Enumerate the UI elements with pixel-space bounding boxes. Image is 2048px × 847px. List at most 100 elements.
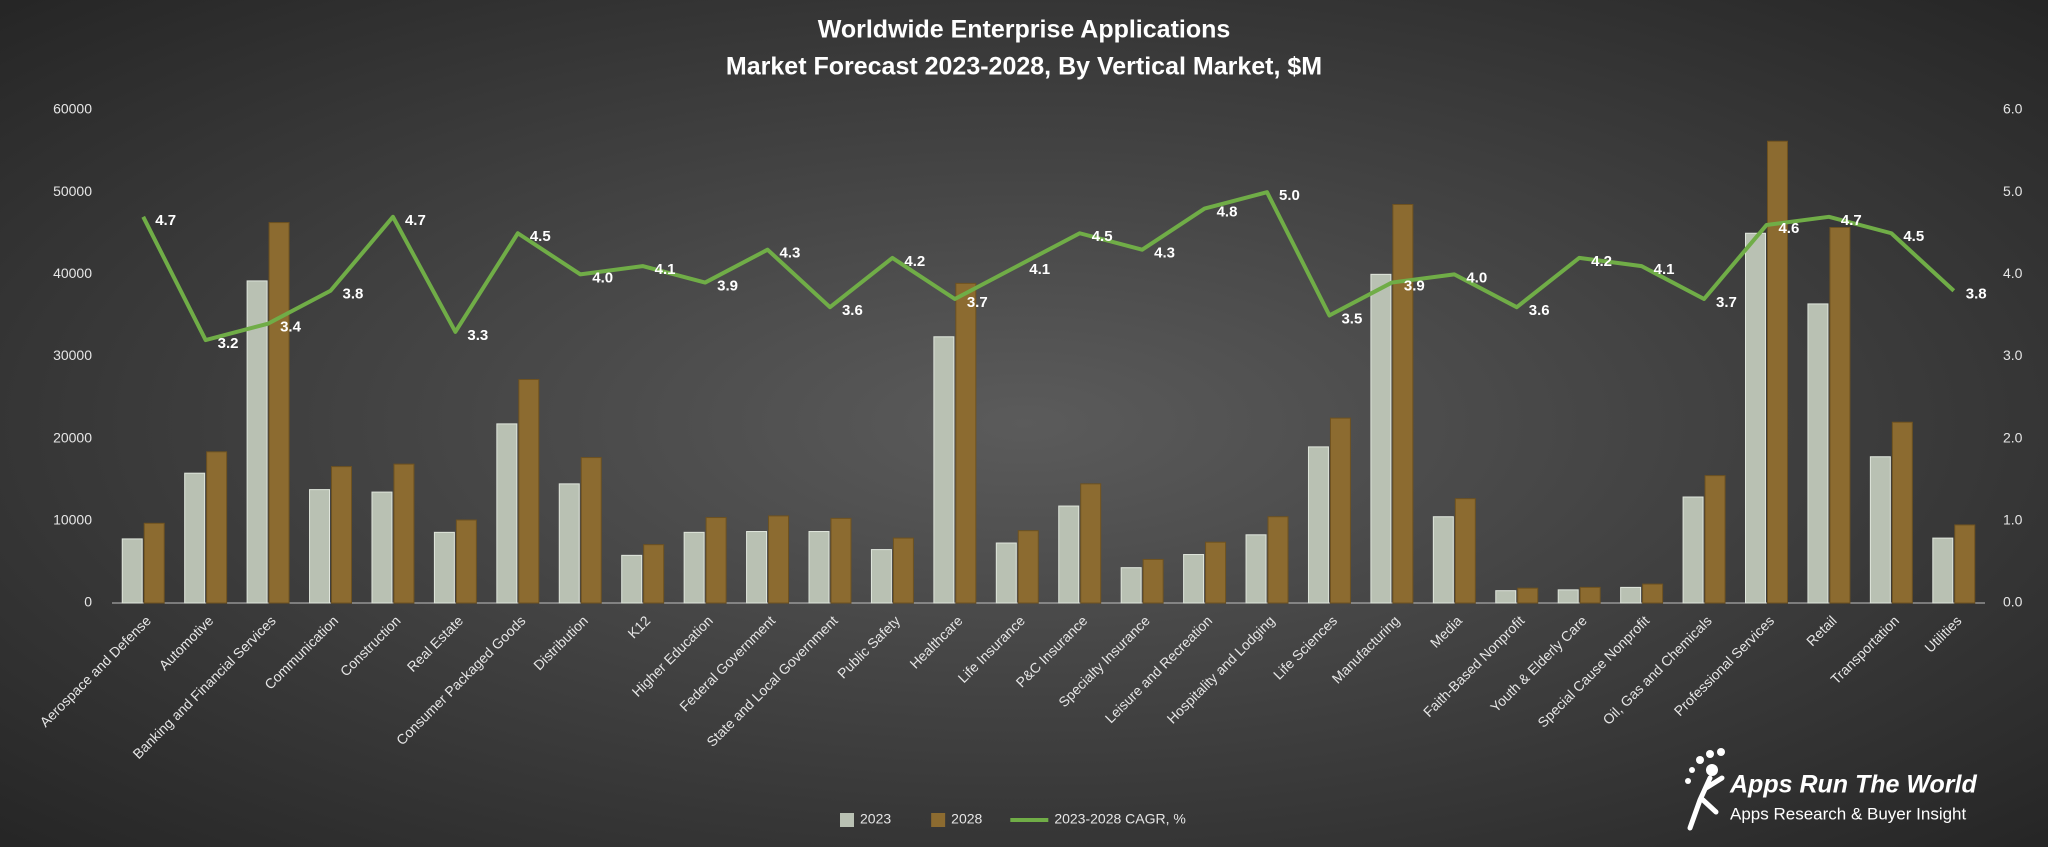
y2-tick-label: 0.0 <box>2003 594 2023 610</box>
y-tick-label: 30000 <box>53 347 92 363</box>
bar <box>1517 587 1539 604</box>
bar <box>433 531 455 604</box>
data-label: 3.7 <box>967 294 988 311</box>
data-label: 3.6 <box>1529 302 1550 319</box>
bar <box>206 451 228 604</box>
data-label: 4.2 <box>1591 253 1612 270</box>
bar <box>933 336 955 604</box>
bar <box>455 519 477 604</box>
data-label: 4.8 <box>1217 204 1238 221</box>
bar <box>1745 232 1766 604</box>
bar <box>1579 586 1601 604</box>
data-label: 3.5 <box>1341 310 1362 327</box>
data-label: 4.5 <box>1903 228 1924 245</box>
bar <box>1080 483 1102 604</box>
bar <box>746 531 768 604</box>
data-label: 4.5 <box>1092 228 1113 245</box>
logo-dot <box>1706 750 1714 758</box>
bar <box>1245 534 1267 604</box>
y2-tick-label: 5.0 <box>2003 183 2023 199</box>
bar <box>1495 590 1517 604</box>
bar <box>892 537 914 604</box>
data-label: 3.8 <box>1966 286 1987 303</box>
bar <box>1954 524 1976 604</box>
bar <box>309 489 331 604</box>
logo-dot <box>1717 748 1725 756</box>
bar <box>1454 498 1476 604</box>
bar <box>1392 203 1414 604</box>
y-tick-label: 20000 <box>53 429 92 445</box>
data-label: 3.9 <box>717 278 738 295</box>
data-label: 4.1 <box>1654 261 1675 278</box>
logo: Apps Run The World Apps Research & Buyer… <box>1685 748 1977 831</box>
legend-swatch <box>931 813 946 827</box>
bar <box>496 423 518 604</box>
bar <box>995 542 1017 604</box>
bar <box>870 549 892 604</box>
data-label: 4.7 <box>1841 212 1862 229</box>
bar <box>1932 537 1954 604</box>
data-label: 4.1 <box>655 261 676 278</box>
bar <box>1017 530 1039 604</box>
legend-label: 2023 <box>860 811 891 827</box>
bar <box>121 538 143 604</box>
bar <box>1766 140 1788 604</box>
bar <box>1869 456 1891 604</box>
data-label: 3.6 <box>842 302 863 319</box>
bar <box>1432 516 1454 604</box>
logo-dot <box>1685 778 1691 784</box>
data-label: 4.7 <box>155 212 176 229</box>
logo-dot <box>1689 767 1695 773</box>
logo-dot <box>1696 756 1704 764</box>
bar <box>184 472 206 604</box>
legend-label: 2028 <box>951 811 982 827</box>
data-label: 3.2 <box>218 335 239 352</box>
bar <box>1370 273 1392 604</box>
y2-tick-label: 4.0 <box>2003 265 2023 281</box>
bar <box>1704 475 1726 604</box>
bar <box>705 517 727 604</box>
data-label: 3.7 <box>1716 294 1737 311</box>
logo-figure <box>1687 775 1725 831</box>
bar <box>1058 505 1080 604</box>
bar <box>808 531 830 604</box>
bar <box>1891 421 1913 604</box>
bar <box>1620 586 1642 604</box>
data-label: 3.9 <box>1404 278 1425 295</box>
data-label: 4.3 <box>780 245 801 262</box>
bar <box>955 282 977 604</box>
bar <box>621 554 643 604</box>
logo-tagline: Apps Research & Buyer Insight <box>1730 804 1967 823</box>
data-label: 3.4 <box>280 319 302 336</box>
bar <box>1307 446 1329 604</box>
data-label: 3.8 <box>343 286 364 303</box>
y-tick-label: 60000 <box>53 101 92 117</box>
bar <box>268 222 290 604</box>
bar <box>1829 226 1851 604</box>
logo-head <box>1706 764 1718 776</box>
bar <box>1807 303 1829 604</box>
logo-name: Apps Run The World <box>1729 771 1977 799</box>
legend-swatch <box>840 813 854 827</box>
data-label: 5.0 <box>1279 187 1300 204</box>
bar <box>393 463 415 604</box>
data-label: 4.7 <box>405 212 426 229</box>
legend-label: 2023-2028 CAGR, % <box>1054 811 1186 827</box>
y-tick-label: 0 <box>84 594 92 610</box>
bar <box>246 280 268 604</box>
data-label: 4.6 <box>1778 220 1799 237</box>
y-tick-label: 40000 <box>53 265 92 281</box>
data-label: 4.1 <box>1029 261 1050 278</box>
y-tick-label: 50000 <box>53 183 92 199</box>
bar <box>1120 567 1142 604</box>
bar <box>580 457 602 604</box>
data-label: 4.5 <box>530 228 551 245</box>
bar <box>371 491 393 604</box>
y2-tick-label: 1.0 <box>2003 512 2023 528</box>
bar <box>768 515 790 604</box>
data-label: 4.2 <box>904 253 925 270</box>
bar <box>1557 589 1579 604</box>
bar <box>331 466 352 604</box>
chart-title: Worldwide Enterprise Applications <box>818 16 1231 44</box>
